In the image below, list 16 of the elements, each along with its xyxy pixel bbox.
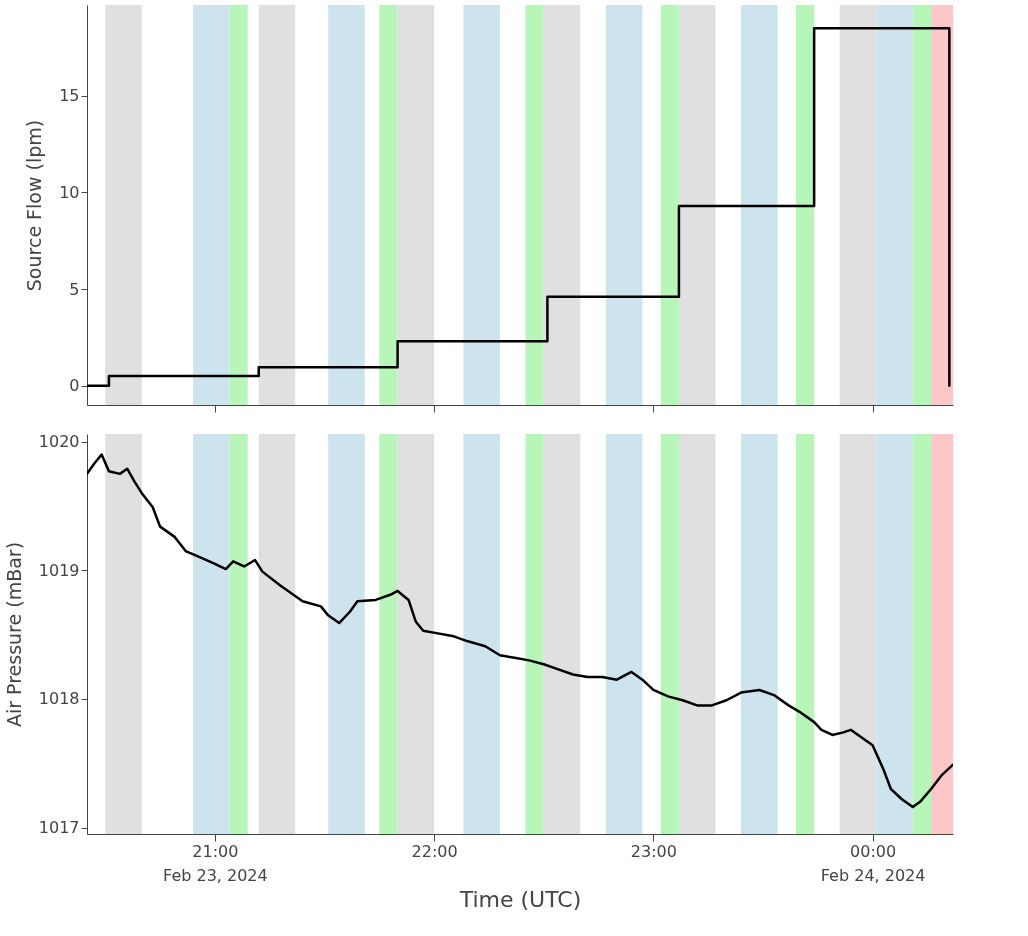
y-tick-label: 10	[59, 182, 80, 202]
y-axis-title: Source Flow (lpm)	[23, 119, 46, 292]
x-tick-label: 00:00 Feb 24, 2024	[820, 841, 926, 885]
y-axis-title: Air Pressure (mBar)	[2, 541, 25, 728]
y-tick-label: 5	[69, 279, 80, 299]
y-tick-label: 1020	[38, 432, 80, 452]
x-tick-label: 22:00	[411, 841, 458, 861]
x-tick-label: 23:00	[630, 841, 677, 861]
x-axis-title: Time (UTC)	[458, 886, 582, 912]
y-tick-label: 1017	[38, 818, 80, 838]
y-tick-label: 1018	[38, 689, 80, 709]
y-tick-label: 1019	[38, 560, 80, 580]
y-tick-label: 15	[59, 86, 80, 106]
line-series	[87, 453, 953, 809]
x-tick-label: 21:00 Feb 23, 2024	[163, 841, 268, 885]
y-tick-label: 0	[69, 376, 80, 396]
